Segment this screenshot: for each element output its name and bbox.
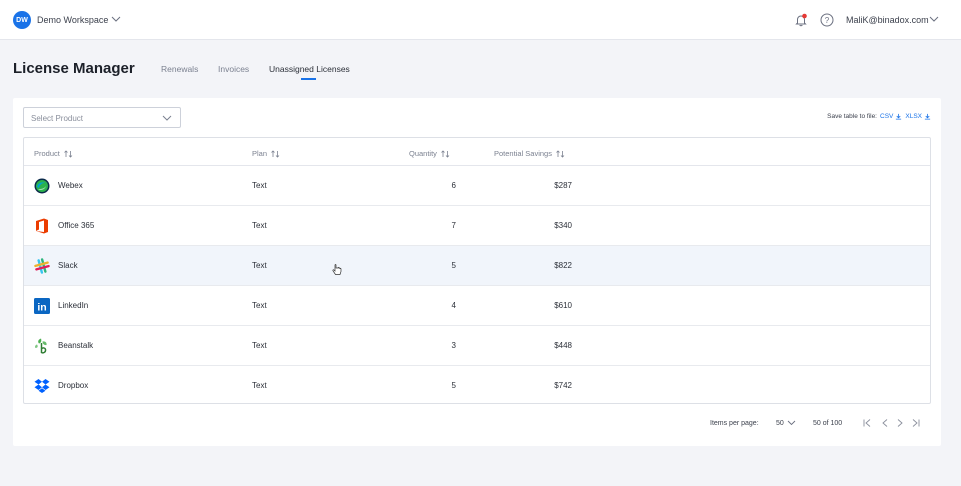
previous-page-icon[interactable] bbox=[880, 418, 890, 428]
plan-cell: Text bbox=[252, 261, 267, 270]
licenses-card: Select Product Save table to file: CSV X… bbox=[13, 98, 941, 446]
table-row[interactable]: Webex Text 6 $287 bbox=[24, 166, 930, 206]
office365-logo-icon bbox=[36, 218, 48, 234]
column-header-product[interactable]: Product bbox=[34, 149, 73, 158]
savings-cell: $822 bbox=[554, 261, 572, 270]
chevron-down-icon[interactable] bbox=[111, 14, 121, 24]
plan-cell: Text bbox=[252, 221, 267, 230]
column-label: Product bbox=[34, 149, 60, 158]
product-select[interactable]: Select Product bbox=[23, 107, 181, 128]
column-header-potential-savings[interactable]: Potential Savings bbox=[494, 149, 565, 158]
quantity-cell: 5 bbox=[451, 261, 456, 270]
product-name: Slack bbox=[58, 261, 78, 270]
svg-text:?: ? bbox=[825, 16, 830, 25]
table-row[interactable]: Dropbox Text 5 $742 bbox=[24, 366, 930, 403]
plan-cell: Text bbox=[252, 381, 267, 390]
tab-invoices[interactable]: Invoices bbox=[218, 64, 250, 74]
sort-icon bbox=[64, 149, 73, 158]
hand-cursor-icon bbox=[332, 264, 342, 275]
savings-cell: $742 bbox=[554, 381, 572, 390]
plan-cell: Text bbox=[252, 181, 267, 190]
table-row[interactable]: Beanstalk Text 3 $448 bbox=[24, 326, 930, 366]
help-icon[interactable]: ? bbox=[820, 13, 834, 27]
export-xlsx-link[interactable]: XLSX bbox=[905, 113, 931, 120]
savings-cell: $340 bbox=[554, 221, 572, 230]
export-xlsx-label: XLSX bbox=[905, 113, 922, 120]
quantity-cell: 6 bbox=[451, 181, 456, 190]
plan-cell: Text bbox=[252, 341, 267, 350]
export-csv-link[interactable]: CSV bbox=[880, 113, 902, 120]
slack-logo-icon bbox=[34, 258, 50, 274]
product-name: LinkedIn bbox=[58, 301, 89, 310]
export-label: Save table to file: bbox=[827, 113, 877, 120]
user-email[interactable]: MaliK@binadox.com bbox=[846, 15, 929, 25]
dropbox-logo-icon bbox=[34, 379, 50, 393]
product-name: Beanstalk bbox=[58, 341, 94, 350]
download-icon bbox=[896, 113, 902, 120]
chevron-down-icon[interactable] bbox=[787, 419, 796, 427]
product-name: Office 365 bbox=[58, 221, 95, 230]
column-label: Potential Savings bbox=[494, 149, 552, 158]
beanstalk-logo-icon bbox=[35, 338, 47, 354]
quantity-cell: 7 bbox=[451, 221, 456, 230]
workspace-name[interactable]: Demo Workspace bbox=[37, 15, 109, 25]
savings-cell: $448 bbox=[554, 341, 572, 350]
svg-text:in: in bbox=[37, 302, 46, 314]
quantity-cell: 4 bbox=[451, 301, 456, 310]
table-header: Product Plan Quantity Potential Savings bbox=[24, 138, 930, 166]
last-page-icon[interactable] bbox=[911, 418, 921, 428]
column-header-quantity[interactable]: Quantity bbox=[409, 149, 450, 158]
table-row[interactable]: in LinkedIn Text 4 $610 bbox=[24, 286, 930, 326]
product-name: Dropbox bbox=[58, 381, 89, 390]
top-bar: DW Demo Workspace ? MaliK@binadox.com bbox=[0, 0, 961, 40]
product-name: Webex bbox=[58, 181, 83, 190]
savings-cell: $287 bbox=[554, 181, 572, 190]
tab-unassigned-licenses[interactable]: Unassigned Licenses bbox=[269, 64, 350, 74]
tab-renewals[interactable]: Renewals bbox=[161, 64, 199, 74]
webex-logo-icon bbox=[34, 178, 50, 194]
chevron-down-icon bbox=[162, 115, 172, 121]
pagination-range: 50 of 100 bbox=[813, 420, 843, 427]
linkedin-logo-icon: in bbox=[34, 298, 50, 314]
product-select-placeholder: Select Product bbox=[31, 114, 84, 123]
plan-cell: Text bbox=[252, 301, 267, 310]
column-label: Plan bbox=[252, 149, 268, 158]
sort-icon bbox=[556, 149, 565, 158]
column-label: Quantity bbox=[409, 149, 437, 158]
workspace-avatar[interactable]: DW bbox=[13, 11, 31, 29]
licenses-table: Product Plan Quantity Potential Savings bbox=[23, 137, 931, 404]
column-header-plan[interactable]: Plan bbox=[252, 149, 280, 158]
sort-icon bbox=[441, 149, 450, 158]
export-controls: Save table to file: CSV XLSX bbox=[827, 113, 931, 120]
page-title: License Manager bbox=[13, 60, 135, 77]
sort-icon bbox=[271, 149, 280, 158]
quantity-cell: 5 bbox=[451, 381, 456, 390]
quantity-cell: 3 bbox=[451, 341, 456, 350]
items-per-page-label: Items per page: bbox=[710, 420, 759, 427]
first-page-icon[interactable] bbox=[862, 418, 872, 428]
bell-icon[interactable] bbox=[794, 13, 808, 27]
chevron-down-icon[interactable] bbox=[929, 14, 939, 24]
table-row[interactable]: Slack Text 5 $822 bbox=[24, 246, 930, 286]
export-csv-label: CSV bbox=[880, 113, 894, 120]
table-row[interactable]: Office 365 Text 7 $340 bbox=[24, 206, 930, 246]
items-per-page-select[interactable]: 50 bbox=[776, 420, 784, 427]
savings-cell: $610 bbox=[554, 301, 572, 310]
download-icon bbox=[924, 113, 931, 120]
next-page-icon[interactable] bbox=[895, 418, 905, 428]
active-tab-indicator bbox=[301, 78, 316, 80]
